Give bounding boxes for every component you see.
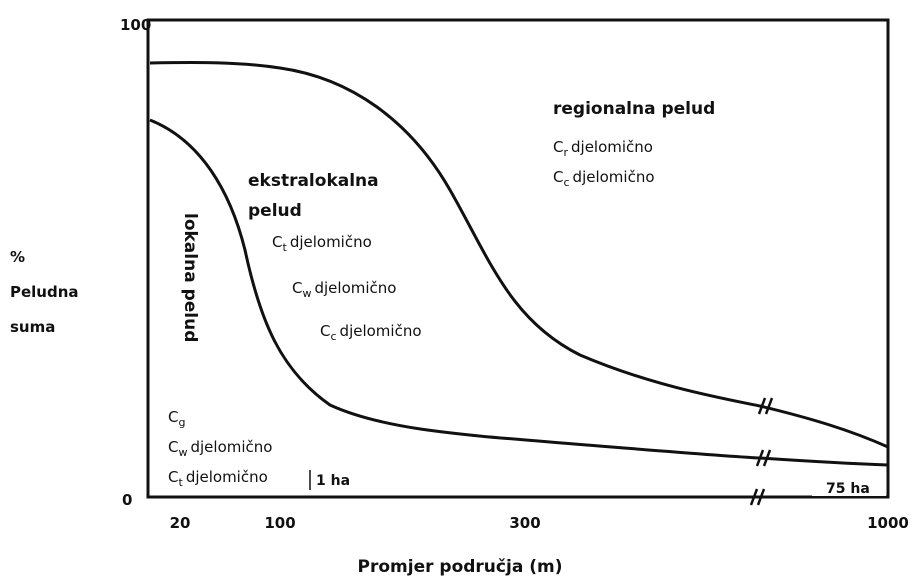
item-base: C: [553, 138, 563, 156]
label-bg: [812, 476, 886, 496]
marker-label: 75 ha: [826, 481, 870, 497]
item-label: Cc djelomično: [320, 322, 422, 343]
item-text: djelomično: [186, 468, 268, 486]
x-tick: 300: [509, 514, 540, 532]
y-label: suma: [10, 318, 55, 336]
region-title: ekstralokalna: [248, 171, 379, 191]
y-max: 100: [120, 16, 151, 34]
item-text: djelomično: [314, 279, 396, 297]
marker-label: 1 ha: [316, 473, 350, 489]
item-sub: c: [330, 330, 336, 343]
x-tick: 100: [264, 514, 295, 532]
item-sub: g: [178, 416, 185, 429]
x-tick: 1000: [867, 514, 909, 532]
item-label: Cg: [168, 408, 185, 429]
item-sub: w: [178, 446, 187, 459]
y-min: 0: [122, 491, 132, 509]
item-label: Ct djelomično: [272, 233, 372, 254]
item-sub: r: [563, 146, 568, 159]
item-text: djelomično: [573, 168, 655, 186]
y-label: %: [10, 248, 25, 266]
item-base: C: [272, 233, 282, 251]
item-base: C: [292, 279, 302, 297]
item-base: C: [168, 438, 178, 456]
item-sub: t: [282, 241, 287, 254]
item-base: C: [320, 322, 330, 340]
item-sub: w: [302, 287, 311, 300]
item-label: Cr djelomično: [553, 138, 653, 159]
item-text: djelomično: [340, 322, 422, 340]
region-title: regionalna pelud: [553, 99, 715, 119]
region-title: pelud: [248, 201, 302, 221]
item-sub: c: [563, 176, 569, 189]
item-label: Ct djelomično: [168, 468, 268, 489]
item-text: djelomično: [190, 438, 272, 456]
item-text: djelomično: [290, 233, 372, 251]
item-base: C: [168, 408, 178, 426]
x-label: Promjer područja (m): [358, 557, 563, 577]
plot-frame: [146, 18, 890, 499]
item-label: Cw djelomično: [292, 279, 396, 300]
item-sub: t: [178, 476, 183, 489]
item-label: Cw djelomično: [168, 438, 272, 459]
item-label: Cc djelomično: [553, 168, 655, 189]
x-tick: 20: [170, 514, 191, 532]
axis-breaks: [749, 397, 774, 506]
item-base: C: [553, 168, 563, 186]
item-text: djelomično: [571, 138, 653, 156]
region-title: lokalna pelud: [180, 213, 200, 342]
curve-upper: [149, 61, 889, 449]
y-label: Peludna: [10, 283, 79, 301]
item-base: C: [168, 468, 178, 486]
